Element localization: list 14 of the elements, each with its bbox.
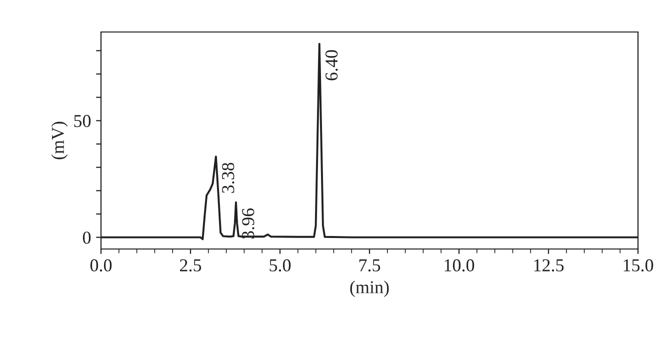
annotation: 3.96 [242,208,254,239]
x-tick-label: 0.0 [90,259,112,272]
annotation: 3.38 [222,162,234,193]
x-tick-label: 15.0 [624,259,654,272]
x-tick-label: 10.0 [444,259,474,272]
annotation: 6.40 [325,50,338,80]
x-tick-label: 7.5 [359,259,380,272]
y-tick-label: 50 [74,114,91,128]
x-tick-label: 12.5 [534,259,564,272]
x-axis-title: (min) [350,280,389,298]
y-tick-label: 0 [82,232,91,244]
y-axis-title: (mV) [51,122,68,160]
x-tick-label: 2.5 [180,259,202,272]
x-tick-label: 5.0 [270,259,291,272]
